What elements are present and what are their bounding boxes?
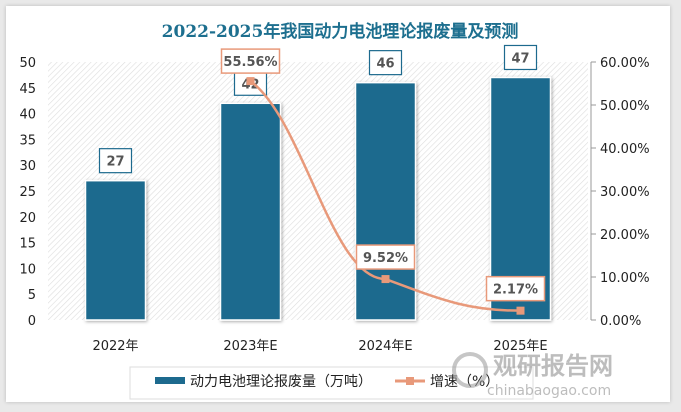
legend-box: [129, 366, 534, 400]
bar-label-box: [98, 148, 133, 174]
right-axis-tick: 10.00%: [600, 271, 650, 286]
right-axis-tick: 30.00%: [600, 185, 650, 200]
line-data-label: 55.56%: [223, 55, 277, 70]
legend-bar-swatch: [155, 377, 185, 384]
bar: [84, 179, 147, 321]
right-axis-tick: 50.00%: [600, 99, 650, 114]
left-axis-tick: 25: [19, 185, 36, 200]
bar-data-label: 47: [511, 51, 529, 66]
left-axis-tick: 5: [28, 288, 36, 303]
bar-label-box: [368, 50, 403, 76]
right-axis-tick: 40.00%: [600, 142, 650, 157]
bar: [219, 102, 282, 321]
growth-marker: [246, 77, 255, 86]
line-data-label: 9.52%: [363, 251, 408, 266]
watermark-text: 观研报告网: [493, 352, 613, 380]
left-axis-tick: 20: [19, 211, 36, 226]
watermark-url: chinabaogao.com: [487, 383, 611, 399]
watermark: 观研报告网 chinabaogao.com: [452, 352, 613, 399]
bar-data-label: 46: [376, 57, 394, 72]
growth-line: [249, 80, 521, 312]
right-axis-tick: 60.00%: [600, 56, 650, 71]
legend-bar-label: 动力电池理论报废量（万吨）: [190, 374, 372, 390]
left-axis-tick: 0: [28, 314, 36, 329]
bar: [354, 81, 417, 321]
bar-label-box: [503, 44, 538, 71]
right-axis-tick: 20.00%: [600, 228, 650, 243]
right-axis-tick: 0.00%: [600, 314, 641, 329]
line-label-box: [220, 48, 281, 74]
growth-marker: [381, 275, 390, 284]
legend-line-marker: [406, 377, 414, 385]
left-axis-tick: 40: [19, 108, 36, 123]
left-axis-tick: 50: [19, 56, 36, 71]
x-axis-tick: 2024年E: [358, 339, 412, 354]
watermark-logo-icon: [452, 352, 488, 388]
chart-title: 2022-2025年我国动力电池理论报废量及预测: [162, 21, 519, 42]
left-axis-tick: 35: [19, 133, 36, 148]
bar-data-label: 27: [106, 155, 124, 170]
left-axis-tick: 30: [19, 159, 36, 174]
left-axis-tick: 15: [19, 237, 36, 252]
x-axis-tick: 2022年: [92, 339, 138, 354]
left-axis-tick: 10: [19, 262, 36, 277]
line-data-label: 2.17%: [493, 283, 538, 298]
growth-marker: [516, 306, 525, 315]
legend: 动力电池理论报废量（万吨） 增速（%）: [129, 366, 534, 400]
line-label-box: [485, 275, 546, 302]
line-label-box: [355, 244, 416, 270]
x-axis-tick: 2025年E: [493, 339, 547, 354]
x-axis-tick: 2023年E: [223, 339, 277, 354]
left-axis-tick: 45: [19, 82, 36, 97]
